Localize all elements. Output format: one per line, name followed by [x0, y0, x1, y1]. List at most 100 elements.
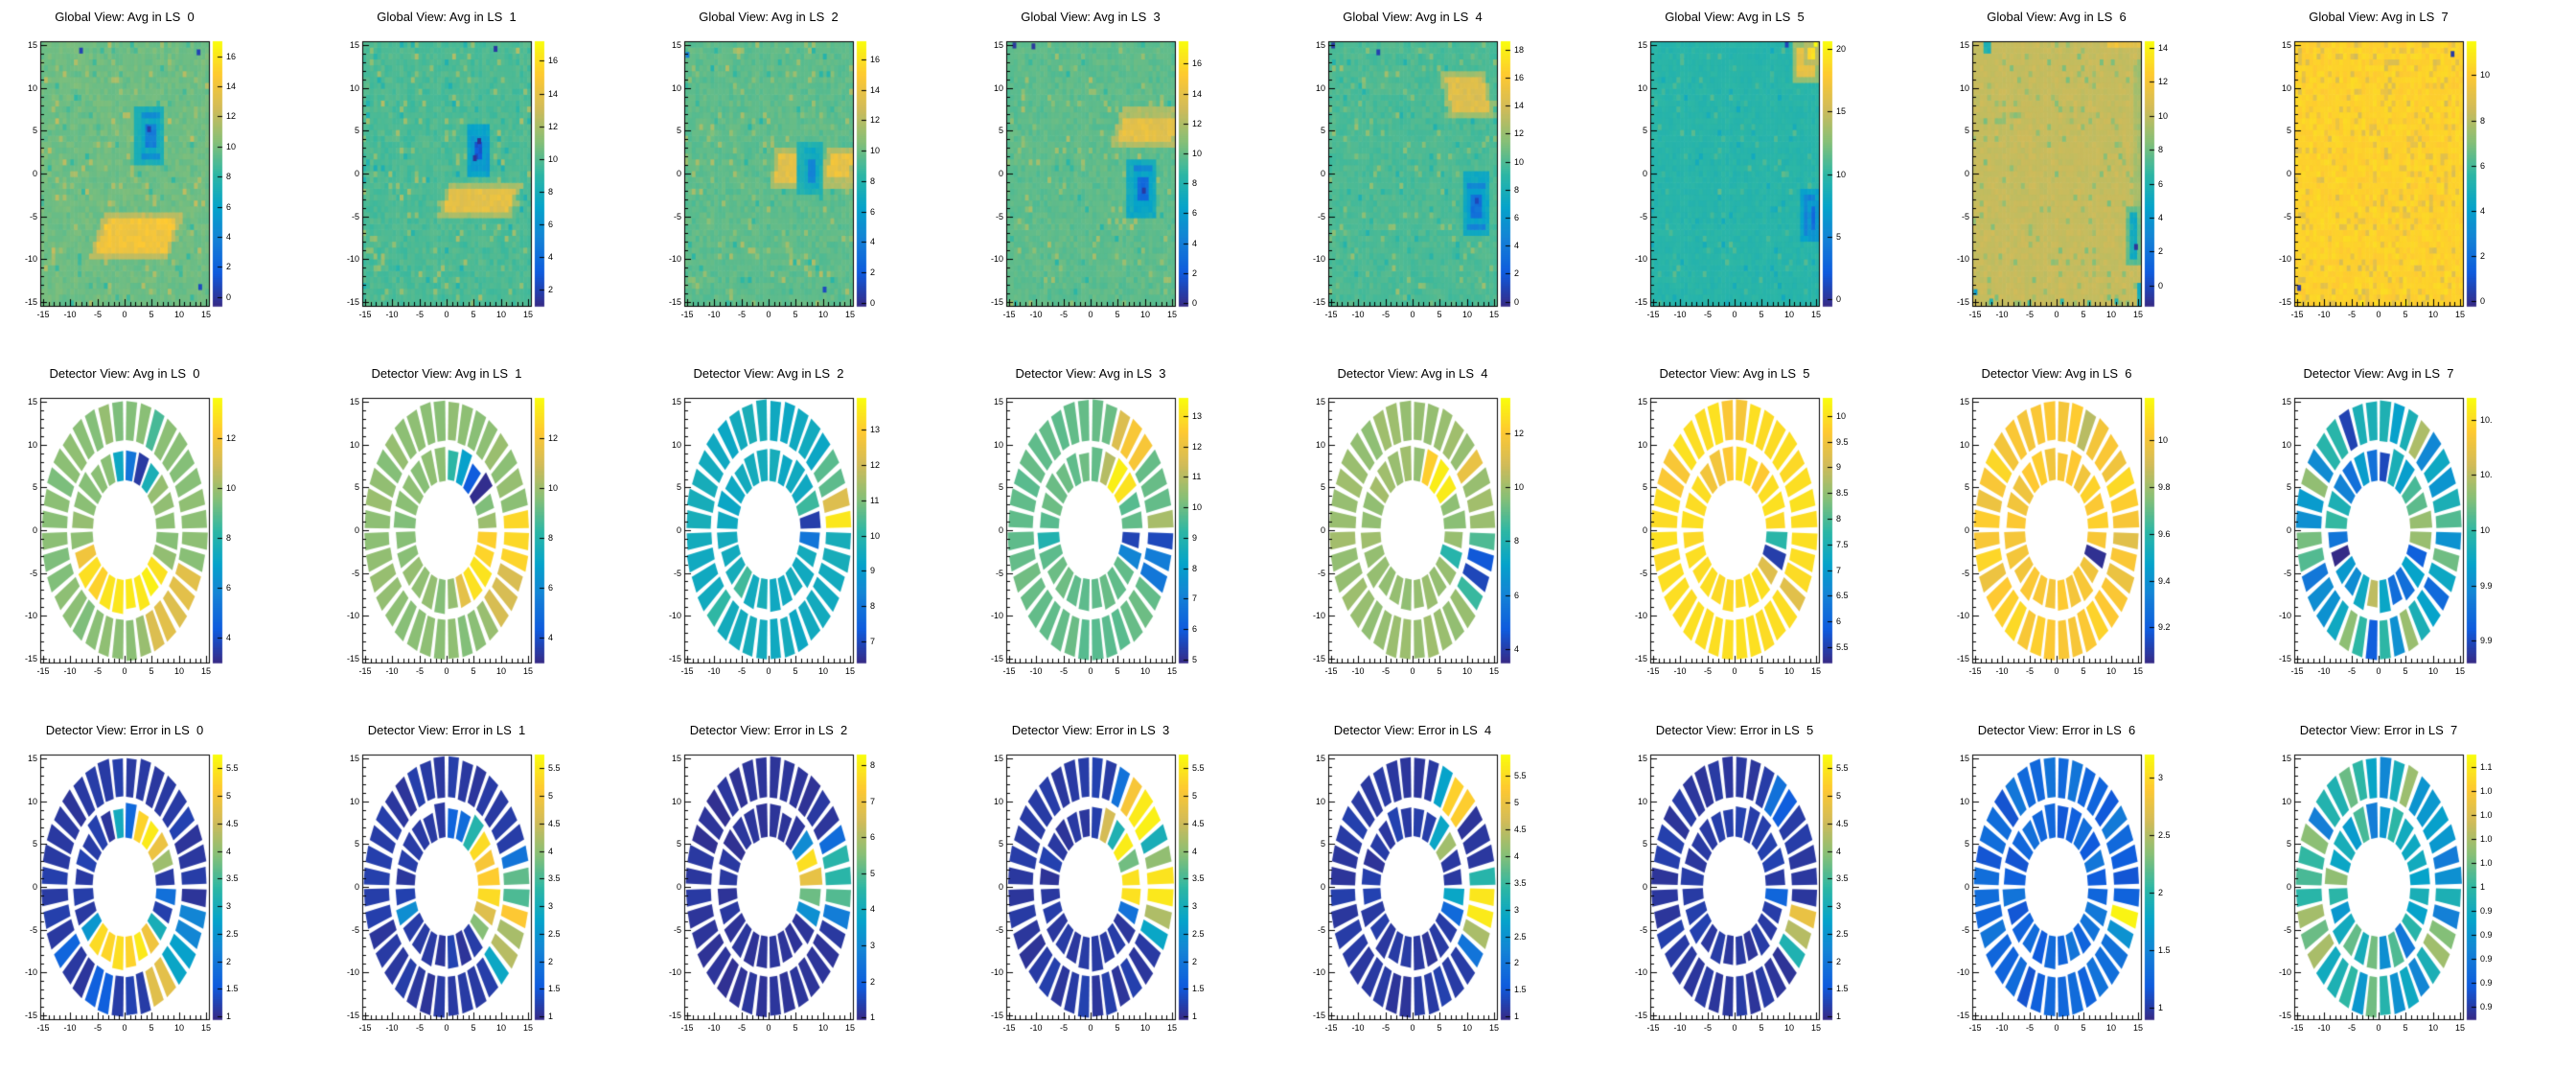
y-tick-label: 5: [998, 482, 1003, 492]
x-tick-label: -15: [358, 310, 372, 319]
panel-global-avg-ls1: Global View: Avg in LS 1-15-15-10-10-5-5…: [322, 0, 644, 357]
x-tick-label: -5: [2347, 666, 2356, 676]
y-tick-label: 5: [676, 482, 681, 492]
x-tick-label: -5: [1381, 666, 1390, 676]
x-tick-label: -15: [1646, 310, 1660, 319]
x-tick-label: 15: [2454, 310, 2465, 319]
panel-global-avg-ls6: Global View: Avg in LS 6-15-15-10-10-5-5…: [1932, 0, 2254, 357]
x-tick-label: 5: [1115, 310, 1120, 319]
y-tick-label: 0: [2286, 882, 2291, 892]
colorbar-tick-label: 0.9: [2480, 906, 2493, 916]
x-tick-label: -10: [2317, 310, 2331, 319]
plot-canvas-global-avg-ls7: [2254, 0, 2576, 357]
colorbar-tick-label: 4.5: [548, 819, 561, 828]
x-tick-label: -5: [2025, 1023, 2034, 1033]
x-tick-label: 0: [1410, 1023, 1415, 1033]
panel-detector-avg-ls0: Detector View: Avg in LS 0-15-15-10-10-5…: [0, 357, 322, 713]
x-tick-label: 0: [2376, 666, 2381, 676]
x-tick-label: 5: [793, 666, 798, 676]
colorbar-tick-label: 4: [870, 237, 876, 246]
colorbar-tick-label: 2.5: [1514, 932, 1527, 942]
y-tick-label: 0: [998, 525, 1003, 535]
x-tick-label: 5: [1437, 310, 1442, 319]
y-tick-label: -5: [1639, 569, 1647, 578]
colorbar-tick-label: 14: [870, 85, 881, 95]
y-tick-label: -10: [1634, 254, 1647, 264]
colorbar-tick-label: 9: [870, 566, 876, 575]
x-tick-label: -15: [1002, 1023, 1016, 1033]
x-tick-label: -15: [358, 666, 372, 676]
x-tick-label: 10: [495, 310, 506, 319]
y-tick-label: -10: [990, 967, 1003, 977]
colorbar-tick-label: 2.5: [548, 929, 561, 939]
y-tick-label: -5: [995, 212, 1003, 221]
x-tick-label: 15: [2454, 1023, 2465, 1033]
x-tick-label: 0: [1732, 666, 1737, 676]
colorbar-tick-label: 10: [1514, 482, 1525, 492]
colorbar-tick-label: 6: [226, 583, 232, 593]
x-tick-label: -10: [63, 310, 77, 319]
x-tick-label: 10: [173, 310, 184, 319]
colorbar-tick-label: 12: [2158, 77, 2169, 86]
x-tick-label: -15: [2290, 666, 2304, 676]
x-tick-label: -5: [1703, 666, 1712, 676]
x-tick-label: -5: [93, 1023, 102, 1033]
x-tick-label: -15: [2290, 310, 2304, 319]
colorbar-tick-label: 0.9: [2480, 1002, 2493, 1012]
y-tick-label: 0: [354, 169, 359, 178]
y-tick-label: 10: [1315, 797, 1325, 806]
x-tick-label: 15: [844, 310, 855, 319]
colorbar-tick-label: 12: [870, 115, 881, 125]
colorbar-tick-label: 7: [1836, 566, 1842, 575]
y-tick-label: 0: [676, 169, 681, 178]
y-tick-label: -15: [1634, 297, 1647, 307]
panel-detector-avg-ls2: Detector View: Avg in LS 2-15-15-10-10-5…: [644, 357, 966, 713]
x-tick-label: -10: [2317, 666, 2331, 676]
y-tick-label: 15: [1315, 40, 1325, 50]
colorbar-tick-label: 3.5: [1836, 873, 1849, 883]
x-tick-label: -10: [63, 666, 77, 676]
panel-global-avg-ls5: Global View: Avg in LS 5-15-15-10-10-5-5…: [1610, 0, 1932, 357]
colorbar-tick-label: 1.0: [2480, 786, 2493, 796]
y-tick-label: -15: [990, 297, 1003, 307]
x-tick-label: 0: [1732, 1023, 1737, 1033]
y-tick-label: 5: [354, 839, 359, 849]
x-tick-label: 5: [149, 666, 154, 676]
x-tick-label: -10: [1995, 310, 2009, 319]
y-tick-label: 10: [993, 440, 1003, 450]
y-tick-label: -15: [24, 1011, 37, 1020]
y-tick-label: 5: [998, 839, 1003, 849]
x-tick-label: 0: [2054, 310, 2059, 319]
x-tick-label: 15: [522, 310, 533, 319]
y-tick-label: -5: [673, 569, 681, 578]
colorbar-tick-label: 15: [1836, 106, 1847, 116]
y-tick-label: 5: [1642, 126, 1647, 135]
y-tick-label: -10: [1956, 611, 1969, 620]
x-tick-label: 15: [1166, 1023, 1177, 1033]
x-tick-label: 10: [2105, 1023, 2116, 1033]
x-tick-label: 10: [2427, 1023, 2438, 1033]
y-tick-label: -10: [1312, 967, 1325, 977]
y-tick-label: 10: [1959, 83, 1969, 93]
colorbar-tick-label: 10: [548, 154, 559, 164]
x-tick-label: 15: [2132, 666, 2143, 676]
x-tick-label: 10: [2427, 666, 2438, 676]
y-tick-label: 10: [1959, 440, 1969, 450]
panel-global-avg-ls4: Global View: Avg in LS 4-15-15-10-10-5-5…: [1288, 0, 1610, 357]
y-tick-label: -10: [24, 967, 37, 977]
x-tick-label: -10: [707, 666, 721, 676]
colorbar-tick-label: 11: [870, 496, 880, 505]
x-tick-label: 0: [122, 666, 127, 676]
y-tick-label: 5: [676, 839, 681, 849]
y-tick-label: 10: [349, 83, 359, 93]
y-tick-label: 10: [993, 83, 1003, 93]
x-tick-label: 15: [2454, 666, 2465, 676]
colorbar-tick-label: 1: [548, 1012, 554, 1021]
x-tick-label: -10: [385, 310, 399, 319]
colorbar-tick-label: 9.5: [1836, 437, 1849, 447]
x-tick-label: 15: [522, 1023, 533, 1033]
panel-detector-avg-ls6: Detector View: Avg in LS 6-15-15-10-10-5…: [1932, 357, 2254, 713]
x-tick-label: 10: [817, 1023, 828, 1033]
colorbar-tick-label: 2: [1192, 268, 1198, 278]
y-tick-label: -5: [1317, 212, 1325, 221]
